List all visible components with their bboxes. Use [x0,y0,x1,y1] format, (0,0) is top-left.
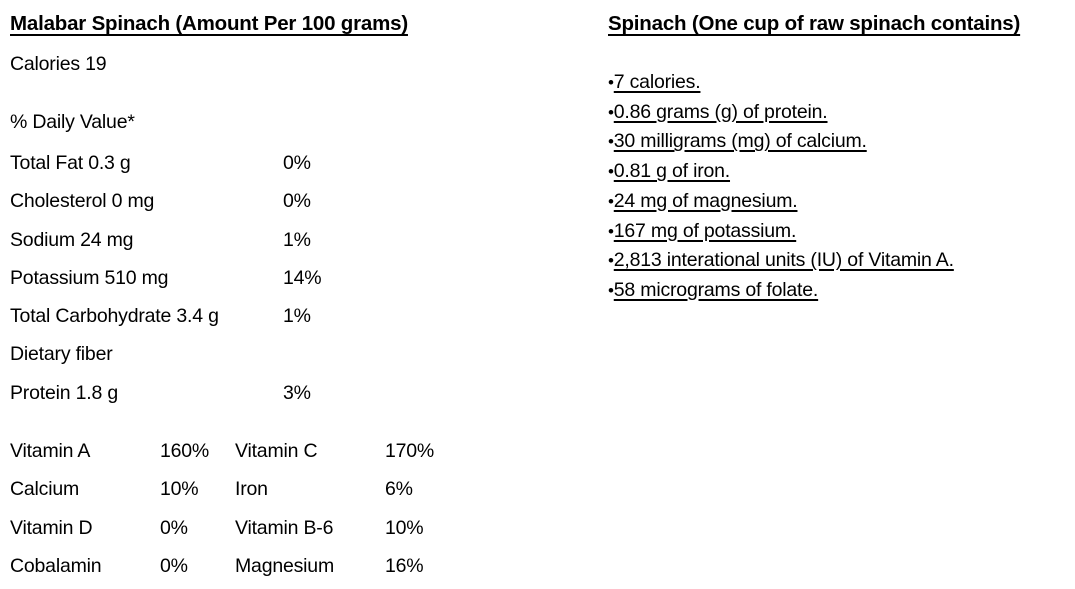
vitamin-value: 16% [385,555,424,578]
bullet-icon: • [608,280,614,300]
nutrient-label: Cholesterol 0 mg [10,190,155,213]
bullet-text: 30 milligrams (mg) of calcium. [613,130,867,153]
bullet-item-vitamin-a: •2,813 interational units (IU) of Vitami… [608,246,1058,276]
vitamin-label: Cobalamin [10,555,102,578]
bullet-icon: • [608,132,614,152]
bullet-icon: • [608,221,614,241]
raw-spinach-title: Spinach (One cup of raw spinach contains… [608,12,1021,35]
nutrient-rows: Total Fat 0.3 g 0% Cholesterol 0 mg 0% S… [10,144,530,412]
bullet-item-calcium: •30 milligrams (mg) of calcium. [608,127,1058,157]
nutrient-value: 1% [283,305,311,328]
vitamin-label: Vitamin A [10,440,91,463]
raw-spinach-panel: Spinach (One cup of raw spinach contains… [608,12,1058,306]
malabar-spinach-panel: Malabar Spinach (Amount Per 100 grams) C… [10,12,530,586]
nutrient-value: 14% [283,266,322,289]
bullet-item-calories: •7 calories. [608,68,1058,98]
vitamin-value: 0% [160,555,188,578]
vitamin-value: 10% [160,478,199,501]
nutrient-label: Total Fat 0.3 g [10,152,131,174]
vitamin-label: Vitamin C [235,440,318,463]
bullet-item-protein: •0.86 grams (g) of protein. [608,98,1058,128]
bullet-list: •7 calories. •0.86 grams (g) of protein.… [608,68,1058,306]
nutrient-row-cholesterol: Cholesterol 0 mg 0% [10,182,530,220]
vitamin-label: Vitamin B-6 [235,516,334,539]
bullet-text: 58 micrograms of folate. [613,278,819,301]
bullet-text: 24 mg of magnesium. [613,189,798,212]
vitamins-grid: Vitamin A 160% Vitamin C 170% Calcium 10… [10,432,530,586]
bullet-icon: • [608,251,614,271]
nutrient-value: 3% [283,381,311,404]
nutrient-label: Potassium 510 mg [10,266,169,289]
bullet-text: 7 calories. [613,71,701,93]
malabar-spinach-title: Malabar Spinach (Amount Per 100 grams) [10,12,408,35]
vitamin-value: 0% [160,516,188,539]
bullet-text: 167 mg of potassium. [613,219,797,242]
nutrient-value: 1% [283,228,311,251]
bullet-item-potassium: •167 mg of potassium. [608,217,1058,247]
nutrient-label: Total Carbohydrate 3.4 g [10,305,219,328]
vitamin-value: 6% [385,478,413,501]
vitamin-label: Magnesium [235,555,334,578]
nutrient-label: Protein 1.8 g [10,381,118,404]
vitamin-label: Calcium [10,478,80,501]
nutrient-value: 0% [283,152,311,174]
nutrient-row-protein: Protein 1.8 g 3% [10,374,530,412]
bullet-item-magnesium: •24 mg of magnesium. [608,187,1058,217]
nutrient-row-total-carbohydrate: Total Carbohydrate 3.4 g 1% [10,297,530,335]
nutrient-label: Sodium 24 mg [10,228,134,251]
bullet-icon: • [608,191,614,211]
nutrient-row-potassium: Potassium 510 mg 14% [10,259,530,297]
bullet-item-folate: •58 micrograms of folate. [608,276,1058,306]
nutrient-value: 0% [283,190,311,213]
bullet-icon: • [608,102,614,122]
daily-value-heading: % Daily Value* [10,111,135,133]
bullet-text: 2,813 interational units (IU) of Vitamin… [613,249,954,272]
vitamin-label: Iron [235,478,268,501]
bullet-text: 0.86 grams (g) of protein. [613,100,828,123]
bullet-icon: • [608,73,614,92]
calories-line: Calories 19 [10,53,107,75]
vitamin-value: 170% [385,440,435,463]
bullet-icon: • [608,162,614,182]
nutrient-row-dietary-fiber: Dietary fiber [10,335,530,373]
nutrient-row-sodium: Sodium 24 mg 1% [10,221,530,259]
vitamin-value: 10% [385,516,424,539]
nutrient-label: Dietary fiber [10,343,113,366]
vitamin-value: 160% [160,440,210,463]
vitamin-label: Vitamin D [10,516,93,539]
nutrient-row-total-fat: Total Fat 0.3 g 0% [10,144,530,182]
bullet-item-iron: •0.81 g of iron. [608,157,1058,187]
bullet-text: 0.81 g of iron. [613,160,731,183]
